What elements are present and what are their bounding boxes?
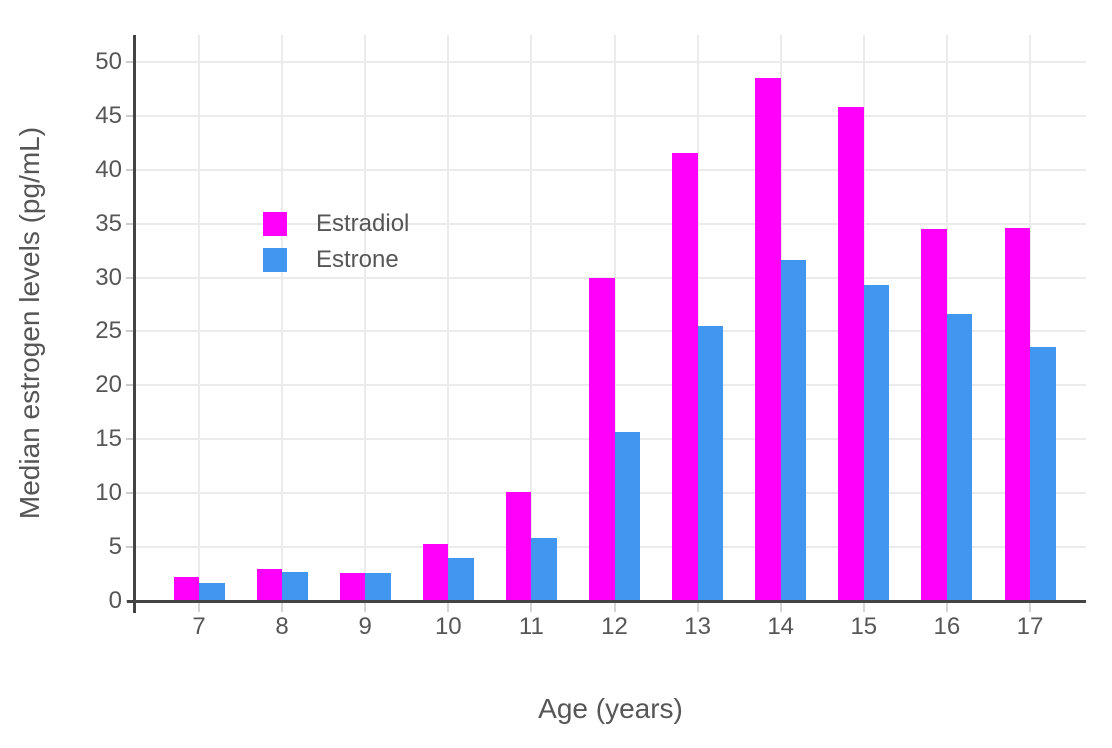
y-gridline-45 [135, 114, 1086, 117]
y-tick-label-5: 5 [108, 533, 122, 561]
x-tick-mark-12 [613, 603, 616, 612]
y-tick-label-25: 25 [95, 317, 122, 345]
y-tick-mark-15 [126, 438, 134, 441]
bar-estrone-12 [614, 431, 640, 601]
x-tick-label-16: 16 [933, 613, 961, 640]
bar-estradiol-9 [339, 572, 366, 601]
x-tick-mark-9 [364, 603, 367, 612]
x-tick-mark-14 [779, 603, 782, 612]
y-tick-mark-20 [126, 384, 134, 387]
x-tick-mark-17 [1029, 603, 1031, 612]
x-tick-label-15: 15 [850, 613, 878, 640]
y-tick-label-0: 0 [108, 587, 122, 614]
y-tick-label-20: 20 [95, 371, 122, 399]
bar-estrone-15 [863, 285, 890, 601]
bar-estradiol-13 [672, 152, 698, 601]
bar-estradiol-14 [755, 78, 781, 601]
bar-estrone-11 [531, 538, 557, 601]
legend: Estradiol Estrone [263, 212, 409, 284]
x-tick-mark-11 [530, 603, 533, 612]
y-tick-mark-45 [126, 114, 134, 117]
bar-estradiol-12 [589, 277, 615, 601]
x-tick-mark-16 [945, 603, 948, 612]
legend-swatch-estradiol [263, 212, 287, 236]
y-tick-label-10: 10 [95, 479, 122, 507]
x-tick-label-12: 12 [601, 613, 628, 640]
bar-estrone-14 [780, 260, 807, 601]
y-tick-label-30: 30 [95, 263, 122, 291]
y-tick-label-45: 45 [95, 101, 122, 129]
x-tick-mark-7 [198, 603, 200, 612]
y-axis-line [133, 35, 136, 613]
y-tick-mark-5 [126, 546, 134, 549]
y-gridline-40 [135, 168, 1086, 171]
legend-item-estradiol: Estradiol [263, 212, 409, 236]
y-gridline-30 [135, 276, 1086, 279]
y-tick-label-40: 40 [95, 155, 122, 183]
plot-area: Estradiol Estrone [135, 35, 1086, 601]
y-gridline-35 [135, 222, 1086, 225]
x-tick-label-11: 11 [518, 613, 544, 640]
bar-estradiol-17 [1004, 227, 1030, 601]
y-tick-mark-10 [126, 492, 134, 495]
bar-estrone-9 [365, 572, 391, 601]
bar-estradiol-8 [256, 568, 283, 601]
x-gridline-10 [447, 35, 450, 601]
x-tick-label-10: 10 [434, 613, 462, 640]
legend-label-estrone: Estrone [316, 246, 399, 273]
bar-estrone-16 [946, 314, 973, 601]
legend-swatch-estrone [263, 248, 287, 272]
x-tick-label-8: 8 [275, 613, 289, 640]
x-gridline-11 [530, 35, 533, 601]
y-tick-label-15: 15 [95, 425, 122, 453]
y-tick-label-50: 50 [95, 47, 122, 75]
bar-estradiol-7 [173, 577, 199, 601]
bar-estrone-8 [282, 571, 308, 601]
bar-estradiol-15 [838, 107, 864, 601]
legend-label-estradiol: Estradiol [316, 210, 410, 237]
x-tick-label-14: 14 [767, 613, 795, 640]
bar-estradiol-16 [921, 229, 947, 601]
x-axis-line [127, 600, 1086, 603]
x-tick-mark-13 [696, 603, 699, 612]
bar-estradiol-11 [505, 492, 532, 601]
x-tick-mark-10 [447, 603, 450, 612]
x-gridline-8 [281, 35, 284, 601]
x-gridline-9 [364, 35, 367, 601]
bar-estrone-7 [199, 582, 225, 601]
y-tick-mark-40 [126, 168, 134, 171]
y-tick-mark-50 [126, 60, 134, 63]
y-tick-mark-35 [126, 222, 134, 225]
y-gridline-50 [135, 60, 1086, 63]
x-tick-label-17: 17 [1016, 613, 1044, 640]
legend-item-estrone: Estrone [263, 248, 409, 272]
x-tick-label-9: 9 [358, 613, 372, 640]
x-tick-label-7: 7 [192, 613, 206, 640]
x-gridline-12 [613, 35, 616, 601]
x-tick-mark-8 [281, 603, 284, 612]
bar-estradiol-10 [422, 543, 449, 601]
x-axis-title: Age (years) [538, 693, 683, 724]
x-gridline-13 [696, 35, 699, 601]
y-tick-mark-25 [126, 330, 134, 333]
bar-estrone-10 [448, 557, 474, 601]
y-tick-label-35: 35 [95, 209, 122, 237]
bar-estrone-13 [697, 326, 724, 601]
x-tick-label-13: 13 [684, 613, 711, 640]
x-gridline-17 [1029, 35, 1031, 601]
y-tick-mark-30 [126, 276, 134, 279]
x-gridline-7 [198, 35, 200, 601]
x-tick-mark-15 [862, 603, 865, 612]
bar-estrone-17 [1030, 346, 1056, 601]
